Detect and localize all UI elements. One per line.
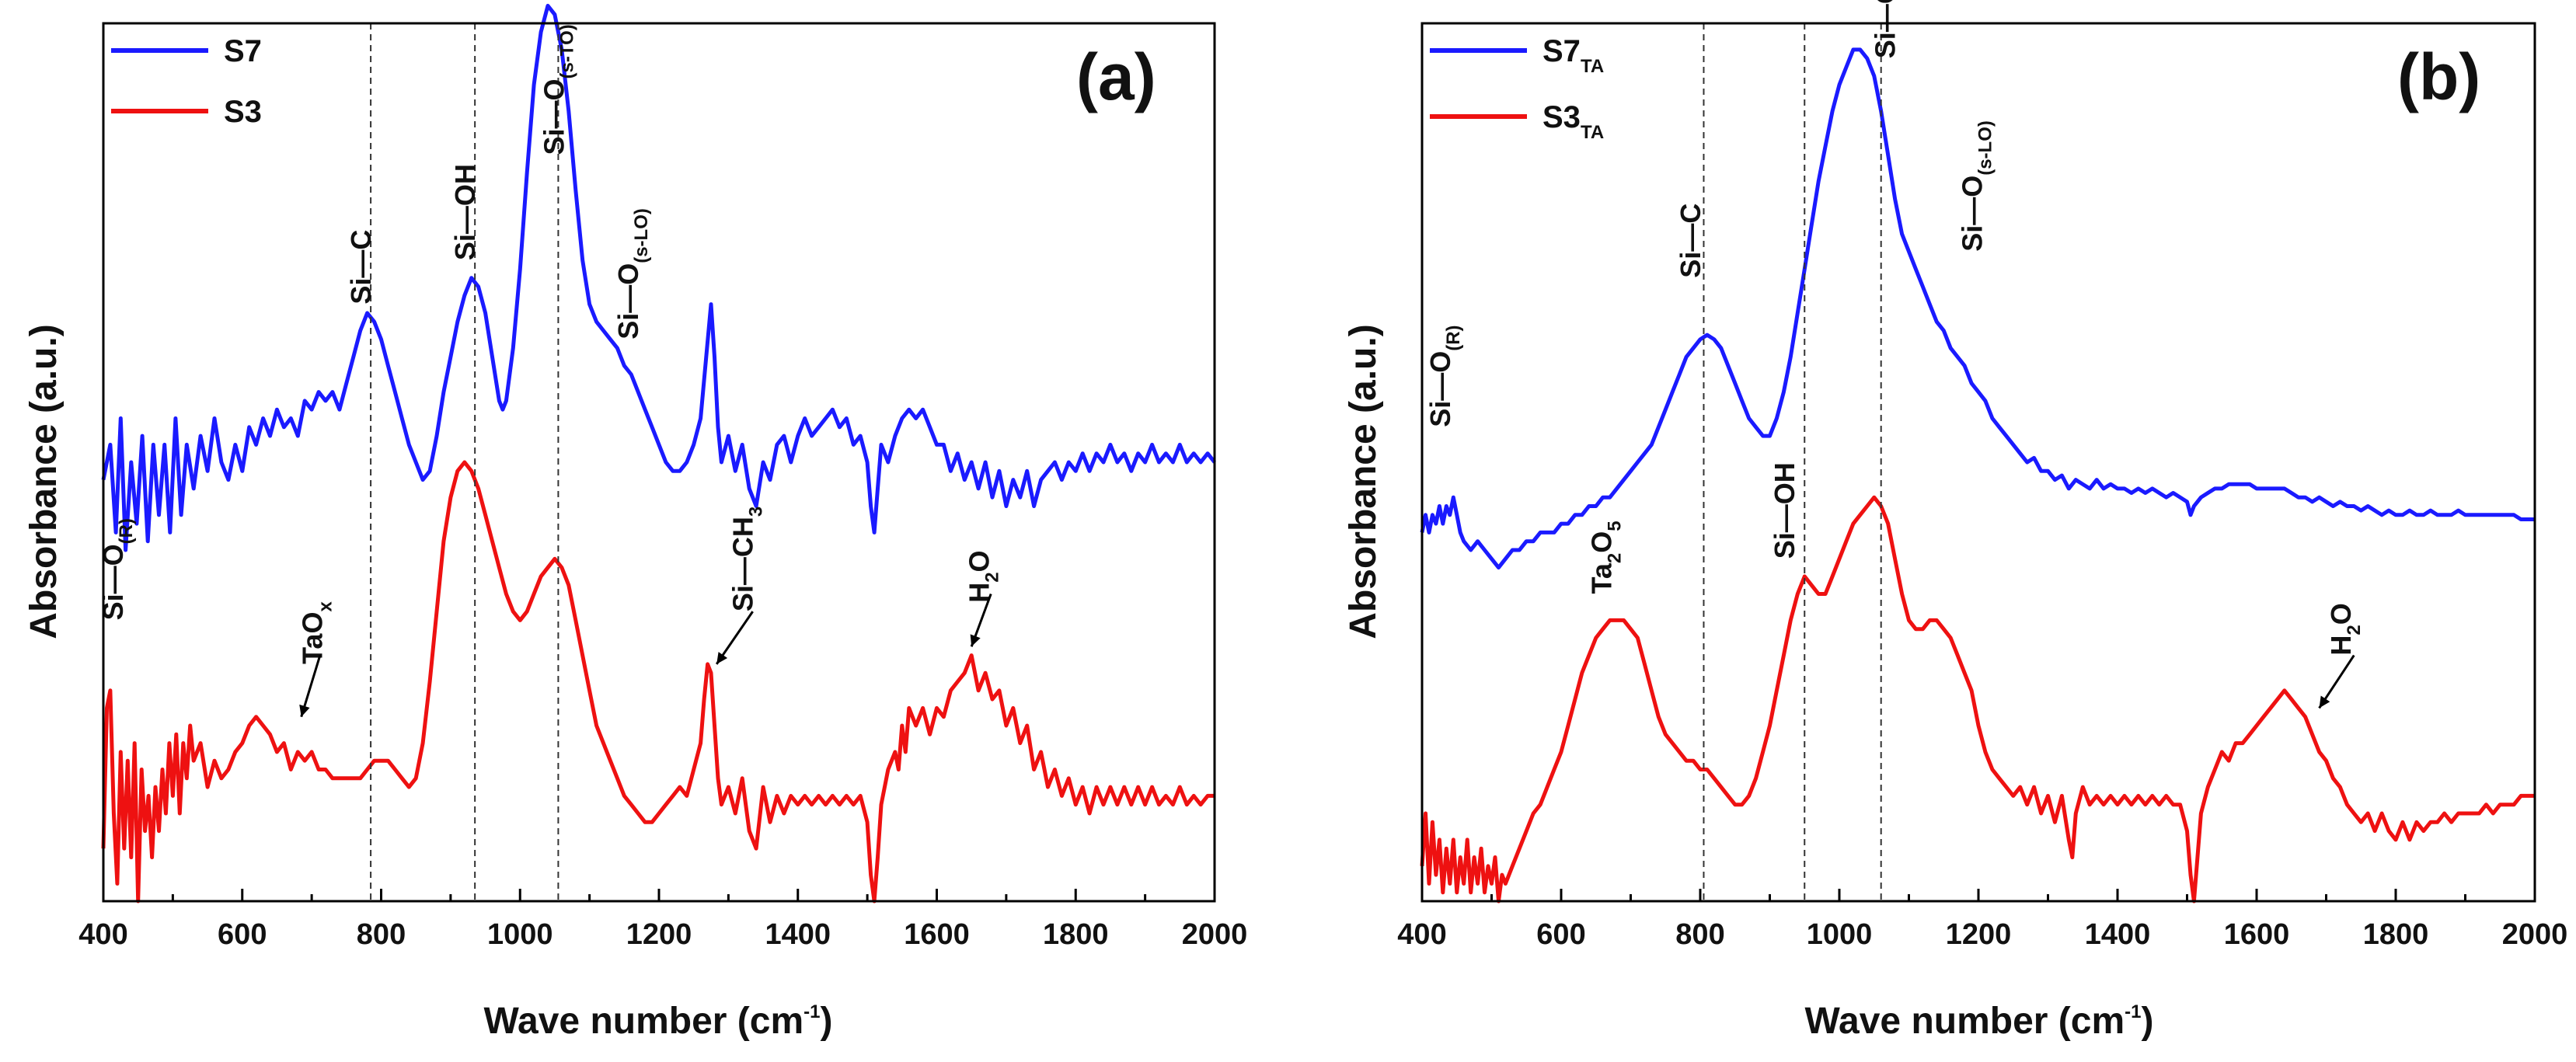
panel-a-peak-labels: Si—CSi—OHSi—O(s-TO)Si—O(s-LO)Si—O(R)TaOx… <box>97 24 1003 718</box>
x-tick-label: 1600 <box>2224 918 2290 951</box>
panel-b-xlabel-sup: -1 <box>2125 1001 2141 1022</box>
x-tick-label: 1400 <box>765 918 831 951</box>
x-tick-label: 1200 <box>1946 918 2012 951</box>
legend-label-s3: S3 <box>224 95 262 129</box>
panel-a-legend: S7 S3 <box>111 34 262 129</box>
panel-a-reference-lines <box>370 23 559 901</box>
annotation-arrow-head <box>716 652 728 664</box>
x-tick-label: 1400 <box>2085 918 2151 951</box>
panel-a-xlabel-main: Wave number (cm <box>484 1001 804 1042</box>
annotation-arrow-head <box>299 704 310 717</box>
panel-b-label: (b) <box>2397 40 2480 113</box>
panel-b-xlabel-end: ) <box>2142 1001 2154 1042</box>
peak-label-5: Si—OH <box>1769 462 1800 559</box>
x-tick-label: 1000 <box>487 918 553 951</box>
x-tick-label: 800 <box>1675 918 1724 951</box>
x-tick-label: 1800 <box>1043 918 1109 951</box>
series-line-s7ta <box>1420 47 2535 570</box>
legend-label-s3: S3TA <box>1542 100 1604 143</box>
x-tick-label: 1200 <box>626 918 692 951</box>
panel-b-reference-lines <box>1703 23 1882 901</box>
panel-b-plot-lines <box>1420 47 2535 904</box>
x-tick-label: 2000 <box>1182 918 1248 951</box>
x-tick-label: 400 <box>78 918 127 951</box>
panel-b-ylabel: Absorbance (a.u.) <box>1343 324 1384 639</box>
peak-label-1: Si—C <box>1675 204 1706 278</box>
panel-b-xlabel-main: Wave number (cm <box>1805 1001 2125 1042</box>
x-tick-label: 1600 <box>904 918 970 951</box>
panel-a-x-ticks: 400 600 800 1000 1200 1400 1600 1800 2000 <box>78 889 1247 951</box>
panel-a-label: (a) <box>1076 40 1156 113</box>
panel-b-x-ticks: 400 600 800 1000 1200 1400 1600 1800 2000 <box>1397 889 2567 951</box>
peak-label-2: Si—O(s-TO) <box>539 24 578 155</box>
x-tick-label: 2000 <box>2502 918 2568 951</box>
x-tick-label: 400 <box>1397 918 1446 951</box>
panel-a-xlabel: Wave number (cm-1) <box>484 1001 833 1042</box>
x-tick-label: 600 <box>218 918 267 951</box>
x-tick-label: 600 <box>1536 918 1585 951</box>
panel-a: Si—CSi—OHSi—O(s-TO)Si—O(s-LO)Si—O(R)TaOx… <box>23 3 1247 1042</box>
x-tick-label: 800 <box>357 918 406 951</box>
annotation-arrow-head <box>2319 695 2330 709</box>
panel-a-xlabel-end: ) <box>821 1001 833 1042</box>
peak-label-3: Si—O(s-LO) <box>612 208 652 339</box>
panel-b-legend: S7TA S3TA <box>1430 34 1604 143</box>
legend-label-s7: S7 <box>224 34 262 68</box>
peak-label-0: Si—C <box>345 230 377 305</box>
x-tick-label: 1800 <box>2363 918 2429 951</box>
peak-label-6: Si—CH3 <box>727 507 767 611</box>
peak-label-5: TaOx <box>297 601 336 664</box>
panel-a-plot-lines <box>101 3 1216 904</box>
panel-b-peak-labels: Si—O(R) Si—C Si—O(s-TO) Si—O(s-LO) Ta2O5 Si—O… <box>1424 0 2365 709</box>
x-tick-label: 1000 <box>1807 918 1873 951</box>
panel-b: Si—O(R) Si—C Si—O(s-TO) Si—O(s-LO) Ta2O5 Si—O… <box>1343 0 2567 1042</box>
peak-label-0: Si—O(R) <box>1424 325 1464 427</box>
panel-a-ylabel: Absorbance (a.u.) <box>23 324 64 639</box>
series-line-s7 <box>101 3 1216 552</box>
legend-label-s7: S7TA <box>1542 34 1604 77</box>
series-line-s3ta <box>1420 495 2535 904</box>
peak-label-3: Si—O(s-LO) <box>1957 120 1996 252</box>
series-line-s3 <box>101 460 1215 904</box>
peak-label-6: H2O <box>2325 603 2365 655</box>
panel-b-xlabel: Wave number (cm-1) <box>1805 1001 2154 1042</box>
peak-label-1: Si—OH <box>449 164 481 260</box>
peak-label-2: Si—O(s-TO) <box>1870 0 1909 58</box>
panel-a-xlabel-sup: -1 <box>803 1001 820 1022</box>
annotation-arrow-head <box>970 634 981 647</box>
peak-label-4: Ta2O5 <box>1585 521 1625 594</box>
